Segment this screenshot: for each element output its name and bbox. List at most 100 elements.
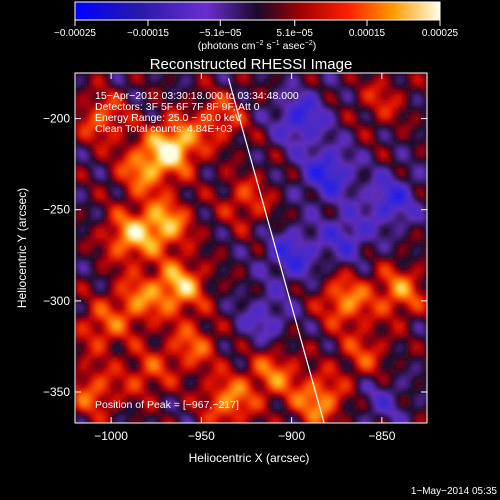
heatmap-cell: [360, 76, 364, 80]
heatmap-cell: [159, 121, 163, 125]
heatmap-cell: [387, 109, 391, 113]
heatmap-cell: [411, 100, 415, 104]
heatmap-cell: [411, 88, 415, 92]
heatmap-cell: [252, 85, 256, 89]
heatmap-cell: [135, 103, 139, 107]
heatmap-cell: [78, 124, 82, 128]
heatmap-cell: [132, 109, 136, 113]
heatmap-cell: [75, 106, 79, 110]
heatmap-cell: [96, 91, 100, 95]
heatmap-cell: [282, 94, 286, 98]
heatmap-cell: [96, 85, 100, 89]
heatmap-cell: [84, 97, 88, 101]
heatmap-cell: [168, 76, 172, 80]
heatmap-cell: [171, 91, 175, 95]
heatmap-cell: [354, 79, 358, 83]
heatmap-cell: [84, 133, 88, 137]
heatmap-cell: [372, 103, 376, 107]
heatmap-cell: [282, 91, 286, 95]
heatmap-cell: [234, 112, 238, 116]
heatmap-cell: [393, 127, 397, 131]
heatmap-cell: [390, 97, 394, 101]
heatmap-cell: [246, 79, 250, 83]
heatmap-cell: [204, 109, 208, 113]
heatmap-cell: [126, 106, 130, 110]
heatmap-cell: [393, 76, 397, 80]
heatmap-cell: [345, 106, 349, 110]
heatmap-cell: [243, 100, 247, 104]
heatmap-cell: [261, 97, 265, 101]
heatmap-cell: [177, 112, 181, 116]
heatmap-cell: [366, 82, 370, 86]
heatmap-cell: [414, 106, 418, 110]
heatmap-cell: [159, 94, 163, 98]
heatmap-cell: [381, 79, 385, 83]
heatmap-cell: [105, 97, 109, 101]
heatmap-cell: [270, 115, 274, 119]
heatmap-cell: [144, 94, 148, 98]
heatmap-cell: [423, 124, 427, 128]
heatmap-cell: [246, 136, 250, 140]
heatmap-cell: [177, 109, 181, 113]
heatmap-cell: [255, 91, 259, 95]
heatmap-cell: [393, 133, 397, 137]
heatmap-cell: [186, 100, 190, 104]
heatmap-cell: [108, 85, 112, 89]
heatmap-cell: [129, 94, 133, 98]
heatmap-cell: [243, 130, 247, 134]
heatmap-cell: [264, 115, 268, 119]
heatmap-cell: [411, 109, 415, 113]
heatmap-cell: [342, 97, 346, 101]
heatmap-cell: [207, 127, 211, 131]
heatmap-cell: [165, 130, 169, 134]
heatmap-cell: [162, 76, 166, 80]
heatmap-cell: [171, 121, 175, 125]
heatmap-cell: [207, 124, 211, 128]
heatmap-cell: [156, 88, 160, 92]
heatmap-cell: [381, 115, 385, 119]
colorbar-label: (photons cm−2 s−1 asec−2): [198, 40, 317, 52]
heatmap-cell: [135, 73, 139, 77]
heatmap-cell: [171, 133, 175, 137]
heatmap-cell: [198, 121, 202, 125]
heatmap-cell: [279, 94, 283, 98]
heatmap-cell: [87, 127, 91, 131]
heatmap-cell: [342, 109, 346, 113]
heatmap-cell: [174, 97, 178, 101]
heatmap-cell: [327, 121, 331, 125]
heatmap-cell: [273, 127, 277, 131]
heatmap-cell: [231, 97, 235, 101]
heatmap-cell: [348, 118, 352, 122]
heatmap-cell: [210, 97, 214, 101]
heatmap-cell: [390, 112, 394, 116]
heatmap-cell: [138, 97, 142, 101]
heatmap-cell: [249, 118, 253, 122]
heatmap-cell: [123, 82, 127, 86]
heatmap-cell: [174, 88, 178, 92]
heatmap-cell: [78, 130, 82, 134]
heatmap-cell: [351, 97, 355, 101]
heatmap-cell: [357, 115, 361, 119]
heatmap-cell: [258, 106, 262, 110]
heatmap-cell: [276, 133, 280, 137]
heatmap-cell: [336, 103, 340, 107]
heatmap-cell: [168, 73, 172, 77]
heatmap-cell: [228, 124, 232, 128]
heatmap-cell: [207, 100, 211, 104]
heatmap-cell: [312, 100, 316, 104]
heatmap-cell: [99, 103, 103, 107]
heatmap-cell: [297, 88, 301, 92]
heatmap-cell: [291, 94, 295, 98]
heatmap-cell: [78, 97, 82, 101]
heatmap-cell: [147, 136, 151, 140]
heatmap-cell: [90, 82, 94, 86]
heatmap-cell: [321, 91, 325, 95]
heatmap-cell: [84, 73, 88, 77]
heatmap-cell: [105, 73, 109, 77]
heatmap-cell: [357, 100, 361, 104]
heatmap-cell: [408, 133, 412, 137]
heatmap-cell: [264, 76, 268, 80]
heatmap-cell: [96, 106, 100, 110]
heatmap-cell: [168, 109, 172, 113]
heatmap-cell: [273, 136, 277, 140]
